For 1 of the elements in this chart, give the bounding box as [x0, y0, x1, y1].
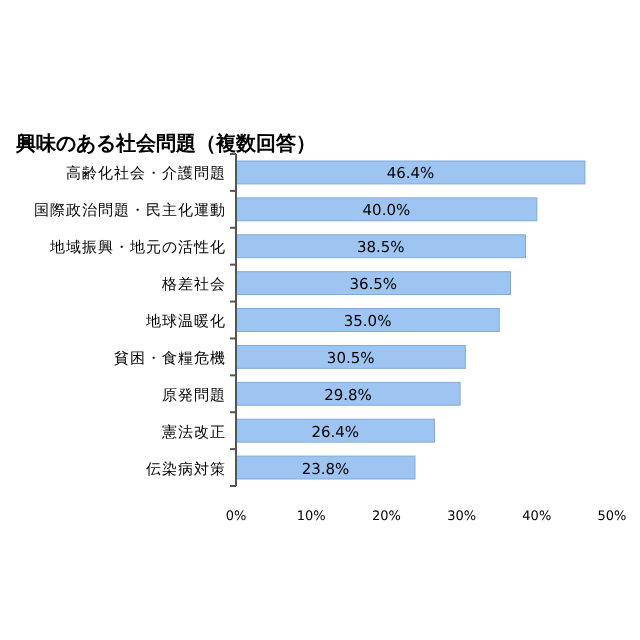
title: 興味のある社会問題（複数回答） — [16, 134, 316, 156]
